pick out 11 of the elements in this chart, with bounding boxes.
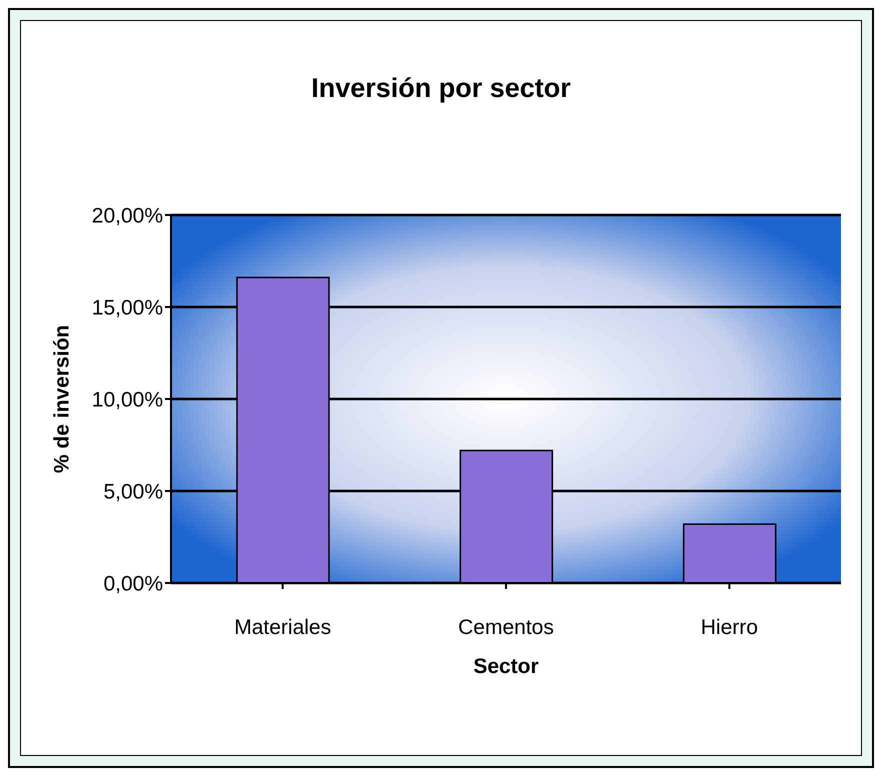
x-axis-title: Sector	[473, 655, 539, 678]
y-tick-label: 15,00%	[92, 296, 163, 320]
x-tick-label: Hierro	[700, 616, 758, 639]
y-tick-label: 5,00%	[103, 480, 163, 504]
y-tick-label: 20,00%	[92, 204, 163, 228]
y-axis-title: % de inversión	[50, 324, 74, 474]
y-tick-label: 0,00%	[103, 572, 163, 596]
x-tick-label: Cementos	[458, 616, 554, 639]
x-tick-label: Materiales	[234, 616, 332, 639]
chart-title: Inversión por sector	[310, 73, 572, 105]
y-tick-label: 10,00%	[92, 388, 163, 412]
